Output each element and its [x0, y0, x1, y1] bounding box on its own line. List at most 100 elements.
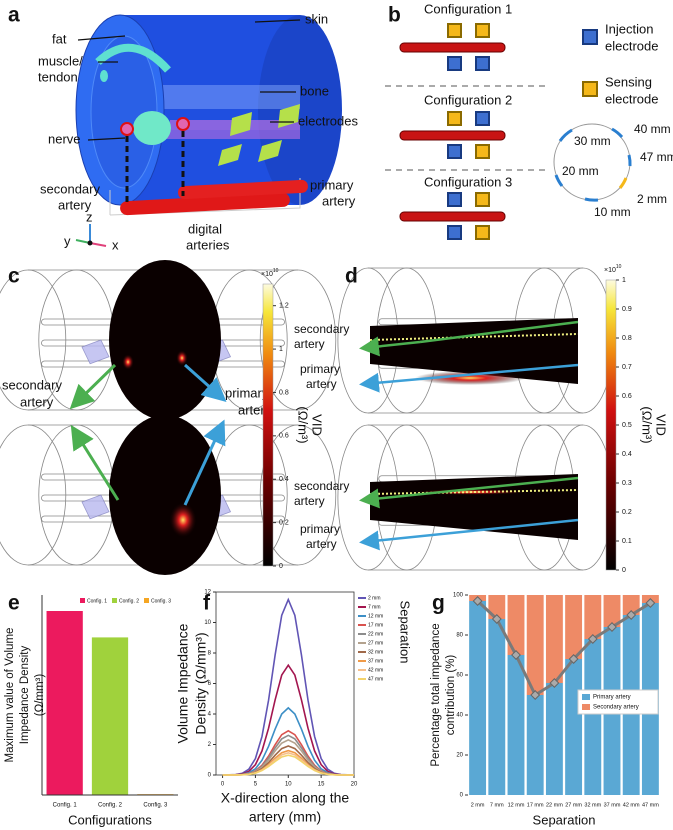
colorbar-tick-label: 0	[279, 563, 283, 570]
legend-label: 47 mm	[368, 676, 383, 682]
exponent-base: ×10	[604, 267, 616, 274]
panel-label: f	[203, 592, 211, 615]
y-tick-label: 40	[456, 713, 463, 719]
legend-label: 2 mm	[368, 595, 381, 601]
decoration	[178, 179, 308, 200]
decoration	[184, 363, 227, 402]
colorbar-tick-label: 1	[279, 346, 283, 353]
y-tick-label: 8	[208, 651, 212, 657]
y-tick-label: 10	[204, 620, 211, 626]
x-tick-label: 15	[318, 782, 325, 788]
colorbar-tick-label: 0.2	[279, 519, 289, 526]
decoration	[447, 23, 462, 38]
colorbar-tick-label: 0	[622, 567, 626, 574]
label: muscle/	[38, 53, 83, 68]
legend-label: Secondary artery	[593, 705, 639, 711]
bar-segment	[545, 683, 563, 795]
y-tick-label: 0	[460, 793, 464, 799]
decoration	[176, 350, 188, 366]
colorbar-tick-label: 1	[622, 277, 626, 284]
decoration	[169, 502, 197, 538]
colorbar-title: VID	[654, 414, 669, 436]
label: primary	[300, 362, 340, 376]
label: artery	[20, 394, 54, 409]
colorbar-unit: (Ω/m³)	[640, 406, 655, 443]
decoration	[359, 363, 579, 393]
bar-segment	[469, 601, 487, 795]
decoration	[399, 130, 506, 141]
label: artery	[306, 377, 337, 391]
y-axis-label: Volume Impedance	[175, 623, 191, 743]
trend-marker	[587, 634, 598, 644]
legend-label: Config. 1	[87, 598, 107, 604]
colorbar-exponent: ×1010	[261, 268, 279, 278]
label: bone	[300, 83, 329, 98]
axis-label: x	[112, 237, 119, 252]
distance-label: 20 mm	[562, 164, 599, 178]
decoration	[558, 128, 573, 142]
exponent-power: 10	[273, 268, 279, 274]
legend-label: Config. 3	[151, 598, 171, 604]
colorbar-tick-label: 0.2	[622, 509, 632, 516]
decoration	[87, 137, 126, 141]
electrode	[81, 339, 110, 365]
bar	[91, 637, 129, 795]
trend-marker	[530, 690, 541, 700]
decoration	[258, 15, 342, 205]
decoration	[447, 111, 462, 126]
trend-marker	[607, 622, 617, 632]
legend-swatch	[582, 704, 590, 710]
x-tick-label: 5	[254, 782, 258, 788]
legend-label: 7 mm	[368, 604, 381, 610]
colorbar-tick-label: 1.2	[279, 303, 289, 310]
decoration	[120, 192, 290, 216]
decoration	[582, 29, 598, 45]
legend-label: 17 mm	[368, 622, 383, 628]
colorbar-tick-label: 0.6	[279, 433, 289, 440]
decoration	[582, 81, 598, 97]
panel-label: b	[388, 4, 401, 27]
legend-label: electrode	[605, 91, 658, 106]
plot-frame	[215, 591, 355, 776]
decoration	[109, 260, 221, 420]
label: electrodes	[298, 113, 358, 128]
decoration	[475, 56, 490, 71]
decoration	[133, 111, 171, 145]
colorbar-tick-label: 0.3	[622, 480, 632, 487]
x-tick-label: Config. 3	[143, 803, 168, 809]
label: secondary	[294, 322, 349, 336]
decoration	[584, 197, 599, 202]
colorbar-unit: (Ω/m³)	[296, 406, 311, 443]
label: artery	[322, 193, 356, 208]
label: primary	[225, 385, 269, 400]
label: primary	[310, 177, 354, 192]
tissue-model	[75, 14, 342, 247]
exponent-base: ×10	[261, 271, 273, 278]
panel-label: a	[8, 4, 20, 27]
x-tick-label: Config. 1	[53, 803, 78, 809]
colorbar-tick-label: 0.7	[622, 364, 632, 371]
configurations	[385, 23, 632, 240]
legend-label: Primary artery	[593, 695, 631, 701]
decoration	[70, 424, 120, 501]
distance-label: 30 mm	[574, 134, 611, 148]
y-tick-label: 100	[453, 593, 464, 599]
colorbar-tick-label: 0.8	[622, 335, 632, 342]
decoration	[254, 19, 301, 23]
y-tick-label: 60	[456, 673, 463, 679]
x-tick-label: 42 mm	[623, 802, 640, 808]
decoration	[359, 476, 579, 509]
legend-label: Config. 2	[119, 598, 139, 604]
decoration	[150, 85, 300, 109]
y-axis-label: Percentage total impedance	[430, 623, 442, 766]
legend-label: Injection	[605, 21, 653, 36]
colorbar-tick-label: 0.1	[622, 538, 632, 545]
legend-label: 12 mm	[368, 613, 383, 619]
x-tick-label: 2 mm	[471, 802, 485, 808]
bar-segment	[584, 595, 602, 639]
bar-segment	[603, 595, 621, 627]
legend-label: 32 mm	[368, 649, 383, 655]
label: skin	[305, 11, 328, 26]
x-axis-label: Configurations	[68, 812, 152, 827]
